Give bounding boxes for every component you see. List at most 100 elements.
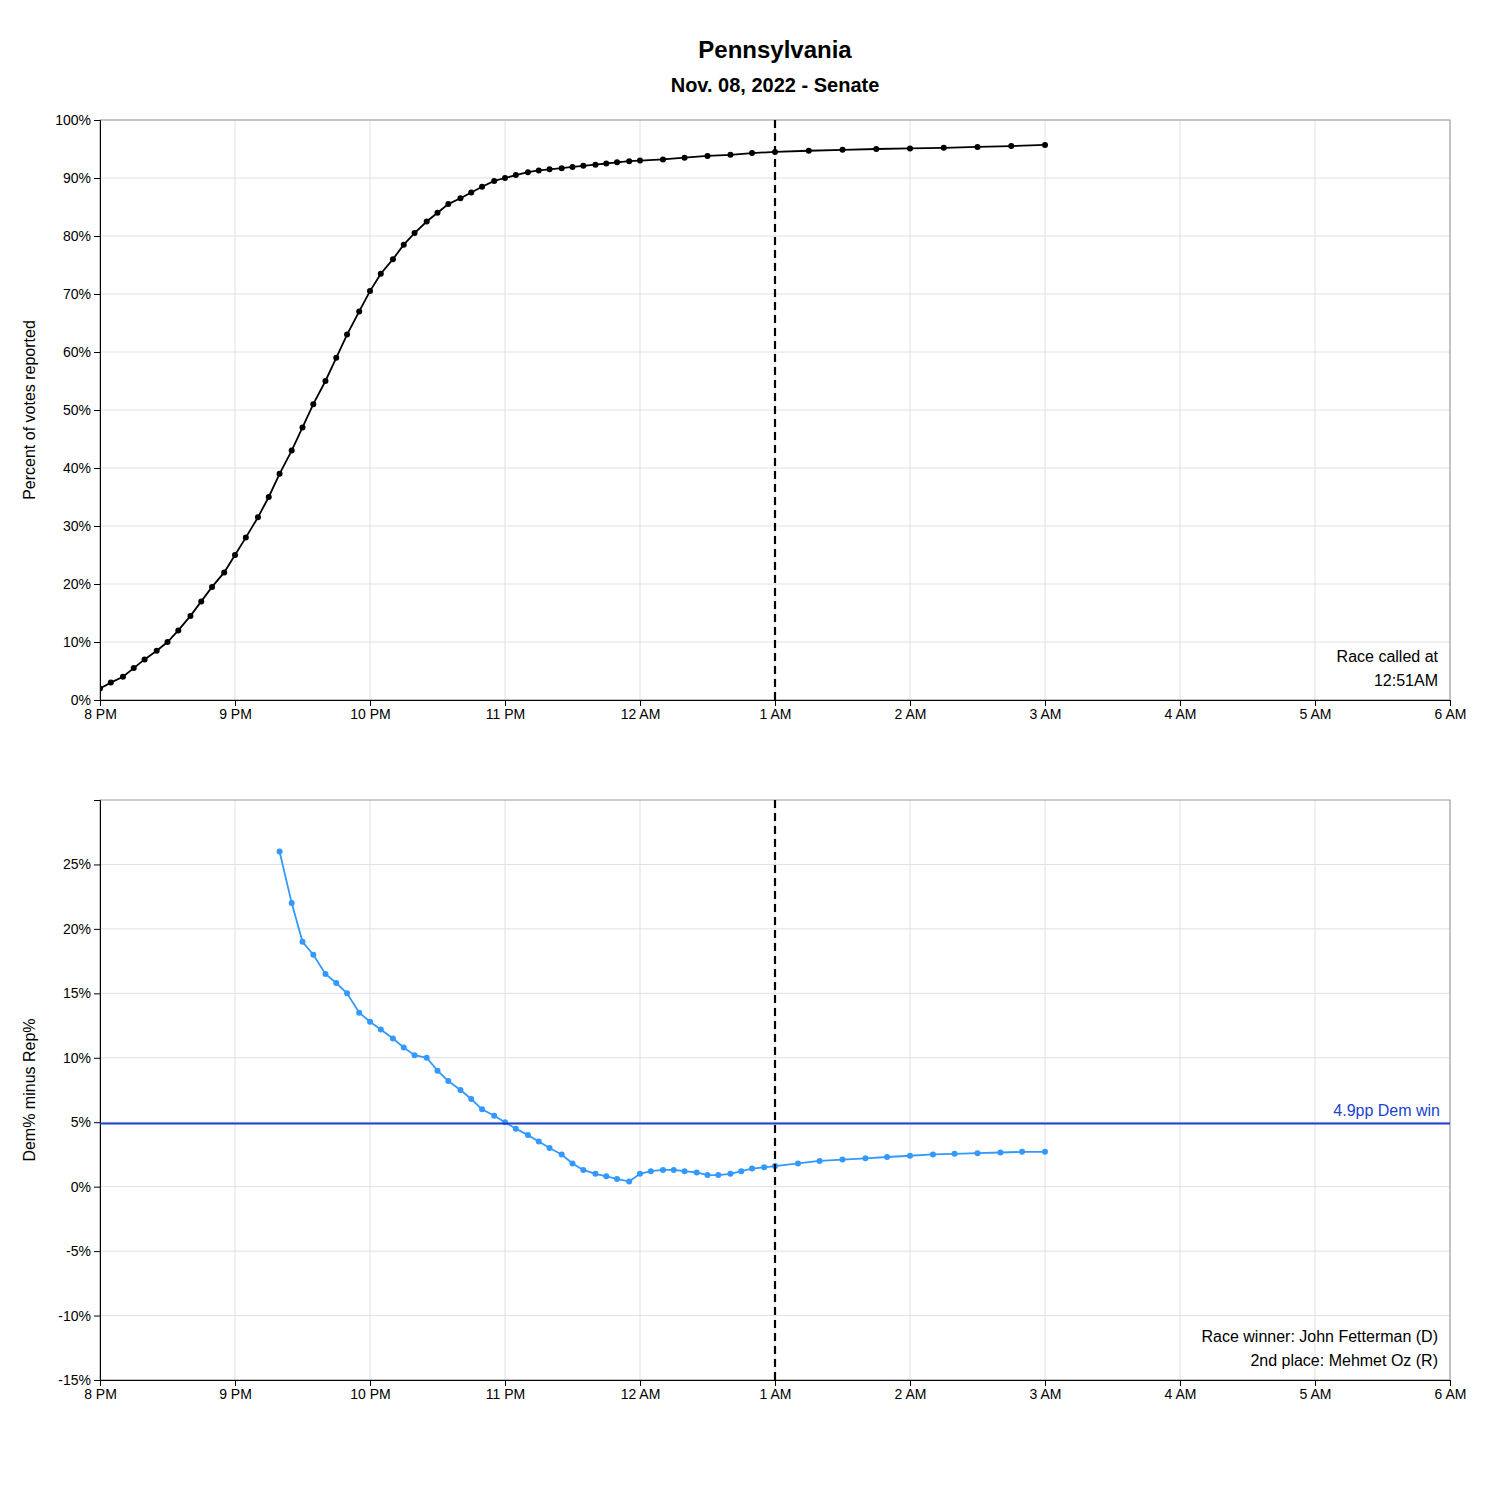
tick-mark bbox=[94, 929, 100, 930]
annotation: 2nd place: Mehmet Oz (R) bbox=[1250, 1352, 1438, 1369]
data-point bbox=[277, 849, 283, 855]
grid-line-x bbox=[775, 120, 776, 700]
data-point bbox=[333, 980, 339, 986]
data-point bbox=[424, 219, 430, 225]
tick-mark bbox=[94, 236, 100, 237]
y-tick: 90% bbox=[63, 170, 100, 186]
x-tick-label: 6 AM bbox=[1435, 706, 1467, 722]
data-point bbox=[142, 656, 148, 662]
data-point bbox=[255, 514, 261, 520]
x-tick-label: 4 AM bbox=[1165, 706, 1197, 722]
data-point bbox=[367, 1019, 373, 1025]
data-point bbox=[401, 242, 407, 248]
y-tick-label: 90% bbox=[63, 170, 91, 186]
x-tick-label: 5 AM bbox=[1300, 706, 1332, 722]
data-point bbox=[873, 146, 879, 152]
x-axis: 8 PM9 PM10 PM11 PM12 AM1 AM2 AM3 AM4 AM5… bbox=[84, 1380, 1466, 1402]
tick-mark bbox=[94, 1122, 100, 1123]
x-tick-label: 8 PM bbox=[84, 706, 117, 722]
reference-line-label: 4.9pp Dem win bbox=[1333, 1102, 1440, 1119]
data-point bbox=[187, 613, 193, 619]
grid-line-y bbox=[100, 236, 1450, 237]
data-point bbox=[390, 256, 396, 262]
y-tick: 20% bbox=[63, 921, 100, 937]
x-tick: 10 PM bbox=[350, 700, 390, 722]
annotation: 12:51AM bbox=[1374, 672, 1438, 689]
y-tick-label: 0% bbox=[71, 692, 91, 708]
y-tick-label: 60% bbox=[63, 344, 91, 360]
data-point bbox=[694, 1169, 700, 1175]
data-point bbox=[401, 1044, 407, 1050]
data-point bbox=[322, 971, 328, 977]
data-point bbox=[525, 169, 531, 175]
y-tick: 5% bbox=[71, 1114, 100, 1130]
data-point bbox=[300, 939, 306, 945]
data-point bbox=[412, 230, 418, 236]
data-point bbox=[749, 1166, 755, 1172]
y-tick-label: 100% bbox=[55, 112, 91, 128]
data-point bbox=[221, 569, 227, 575]
y-axis-label: Percent of votes reported bbox=[21, 320, 38, 500]
y-tick: -10% bbox=[58, 1308, 100, 1324]
data-point bbox=[603, 161, 609, 167]
x-tick: 4 AM bbox=[1165, 700, 1197, 722]
grid-line-y bbox=[100, 993, 1450, 994]
grid-line-y bbox=[100, 864, 1450, 865]
data-point bbox=[559, 165, 565, 171]
annotation: Race winner: John Fetterman (D) bbox=[1201, 1328, 1438, 1345]
tick-mark bbox=[94, 993, 100, 994]
tick-mark bbox=[94, 410, 100, 411]
x-tick: 12 AM bbox=[621, 1380, 661, 1402]
data-point bbox=[198, 598, 204, 604]
data-point bbox=[445, 1078, 451, 1084]
data-point bbox=[289, 900, 295, 906]
y-tick: 100% bbox=[55, 112, 100, 128]
y-tick-label: 10% bbox=[63, 634, 91, 650]
data-point bbox=[356, 308, 362, 314]
data-point bbox=[727, 152, 733, 158]
data-point bbox=[761, 1164, 767, 1170]
data-point bbox=[1042, 142, 1048, 148]
y-tick: 60% bbox=[63, 344, 100, 360]
data-point bbox=[1019, 1149, 1025, 1155]
data-point bbox=[468, 1096, 474, 1102]
grid-line-y bbox=[100, 584, 1450, 585]
x-tick: 6 AM bbox=[1435, 700, 1467, 722]
data-point bbox=[648, 1168, 654, 1174]
data-point bbox=[131, 665, 137, 671]
y-tick-label: -10% bbox=[58, 1308, 91, 1324]
tick-mark bbox=[94, 584, 100, 585]
data-point bbox=[570, 1160, 576, 1166]
axis-line bbox=[94, 121, 101, 701]
grid-line-x bbox=[505, 800, 506, 1380]
data-point bbox=[390, 1035, 396, 1041]
x-tick: 3 AM bbox=[1030, 700, 1062, 722]
x-tick: 9 PM bbox=[219, 700, 252, 722]
plot-frame bbox=[100, 800, 1450, 1380]
y-tick-label: 20% bbox=[63, 921, 91, 937]
grid bbox=[100, 800, 1450, 1380]
data-point bbox=[513, 172, 519, 178]
y-tick: 80% bbox=[63, 228, 100, 244]
grid-line-y bbox=[100, 468, 1450, 469]
x-tick-label: 1 AM bbox=[760, 706, 792, 722]
x-tick-label: 9 PM bbox=[219, 1386, 252, 1402]
panel: 8 PM9 PM10 PM11 PM12 AM1 AM2 AM3 AM4 AM5… bbox=[21, 112, 1466, 722]
data-point bbox=[862, 1155, 868, 1161]
y-tick: 70% bbox=[63, 286, 100, 302]
data-point bbox=[559, 1151, 565, 1157]
data-point bbox=[232, 552, 238, 558]
tick-mark bbox=[94, 468, 100, 469]
data-point bbox=[715, 1172, 721, 1178]
title: Pennsylvania bbox=[698, 36, 852, 63]
x-tick-label: 10 PM bbox=[350, 706, 390, 722]
data-point bbox=[100, 685, 103, 691]
x-tick-label: 11 PM bbox=[486, 706, 525, 722]
x-tick-label: 2 AM bbox=[895, 706, 927, 722]
grid-line-x bbox=[1180, 800, 1181, 1380]
y-tick: 15% bbox=[63, 985, 100, 1001]
y-tick: -15% bbox=[58, 1372, 100, 1388]
y-tick-label: 50% bbox=[63, 402, 91, 418]
y-tick: 10% bbox=[63, 1050, 100, 1066]
reference-line bbox=[774, 120, 776, 700]
